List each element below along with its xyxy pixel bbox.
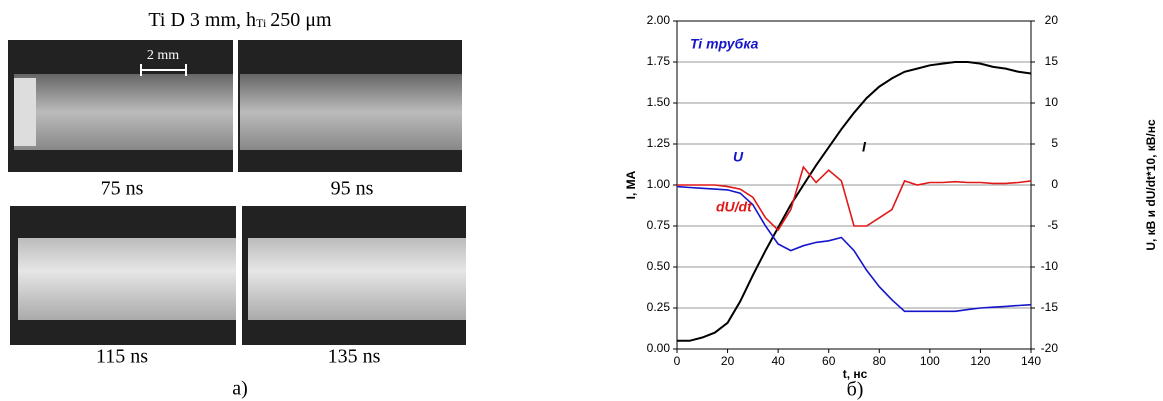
x-tick-label: 0 [674,354,681,368]
annotation: U [733,149,744,165]
frame-label: 115 ns [96,346,148,368]
y2-tick-label: -20 [1041,341,1059,355]
title-main: Ti D 3 mm, h [148,9,256,31]
annotation: Ti трубка [690,36,759,52]
title-end: 250 μm [270,9,332,31]
frame-label: 95 ns [331,178,374,200]
y-tick-label: 0.50 [647,259,671,273]
y-tick-label: 0.00 [647,341,671,355]
annotation: dU/dt [716,199,753,215]
y2-tick-label: -15 [1041,300,1059,314]
y2-tick-label: 0 [1051,177,1058,191]
x-axis-title: t, нс [843,367,868,381]
y2-tick-label: 15 [1045,54,1059,68]
scale-label: 2 mm [147,48,179,63]
y-tick-label: 1.25 [647,136,671,150]
series-line [676,185,1032,313]
panel-title: Ti D 3 mm, hTi 250 μm [148,9,332,31]
photo-sample [18,238,236,320]
photo-sample [240,74,462,150]
panel-label: б) [847,379,864,401]
photo-sample [248,238,466,320]
y-tick-label: 1.75 [647,54,671,68]
photo-sample [14,74,233,150]
annotation: I [862,139,867,155]
y2-tick-label: 5 [1051,136,1058,150]
x-tick-label: 140 [1021,354,1041,368]
x-tick-label: 40 [771,354,785,368]
series-line [677,61,1032,342]
y-tick-label: 2.00 [647,13,671,27]
x-tick-label: 80 [873,354,887,368]
y2-tick-label: 20 [1045,13,1059,27]
x-tick-label: 20 [721,354,735,368]
y2-tick-label: -5 [1047,218,1058,232]
y-tick-label: 0.25 [647,300,671,314]
series-line [677,165,1032,232]
y2-tick-label: 10 [1045,95,1059,109]
y-tick-label: 1.50 [647,95,671,109]
y-tick-label: 1.00 [647,177,671,191]
x-tick-label: 100 [920,354,940,368]
frame-label: 135 ns [328,346,381,368]
panel-label: а) [232,378,248,400]
title-sub: Ti [256,16,267,30]
x-tick-label: 120 [970,354,990,368]
frame-label: 75 ns [101,178,144,200]
x-tick-label: 60 [822,354,836,368]
y2-tick-label: -10 [1041,259,1059,273]
photo-edge [14,78,36,146]
photos [8,40,466,345]
y-axis-title: I, MA [624,170,638,199]
y-tick-label: 0.75 [647,218,671,232]
y2-axis-title: U, кВ и dU/dt*10, кВ/нс [1144,119,1158,251]
